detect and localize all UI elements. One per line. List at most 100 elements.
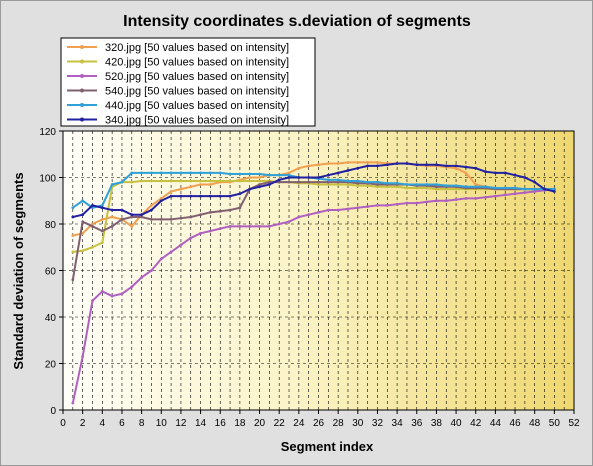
data-point	[218, 179, 222, 183]
series-layer	[71, 160, 556, 405]
data-point	[110, 224, 114, 228]
data-point	[120, 217, 124, 221]
data-point	[277, 178, 281, 182]
data-point	[435, 187, 438, 191]
data-point	[189, 185, 193, 189]
data-point	[385, 181, 389, 185]
data-point	[307, 180, 311, 184]
x-tick-label: 12	[175, 418, 187, 429]
data-point	[474, 185, 478, 189]
x-tick-label: 14	[195, 418, 207, 429]
data-point	[71, 206, 75, 210]
x-tick-label: 48	[529, 418, 541, 429]
data-point	[179, 171, 183, 175]
x-tick-label: 46	[509, 418, 521, 429]
data-point	[248, 179, 252, 183]
data-point	[209, 179, 212, 183]
legend-marker	[80, 74, 84, 78]
data-point	[209, 183, 212, 186]
x-tick-label: 2	[80, 418, 86, 429]
y-tick-label: 120	[39, 127, 56, 138]
data-point	[336, 180, 340, 184]
grid-layer	[63, 131, 574, 410]
x-tick-label: 20	[254, 418, 266, 429]
data-point	[258, 179, 261, 183]
data-point	[454, 166, 458, 170]
data-point	[130, 285, 134, 289]
data-point	[474, 166, 478, 170]
data-point	[110, 208, 114, 212]
data-point	[395, 162, 399, 165]
data-point	[415, 201, 419, 205]
data-point	[395, 185, 399, 189]
y-axis-label: Standard deviation of segments	[11, 172, 26, 369]
data-point	[474, 197, 478, 200]
data-point	[130, 215, 134, 219]
data-point	[287, 180, 291, 184]
data-point	[277, 180, 281, 184]
data-point	[425, 186, 428, 190]
data-point	[385, 204, 389, 207]
x-tick-label: 32	[372, 418, 384, 429]
data-point	[287, 220, 291, 224]
data-point	[307, 213, 311, 217]
data-point	[189, 179, 193, 183]
x-tick-label: 50	[549, 418, 561, 429]
data-point	[435, 185, 438, 189]
x-tick-label: 10	[156, 418, 168, 429]
data-point	[179, 216, 183, 220]
data-point	[287, 171, 291, 175]
data-point	[238, 224, 242, 228]
data-point	[159, 179, 163, 183]
data-point	[179, 194, 183, 198]
x-tick-label: 40	[451, 418, 463, 429]
data-point	[317, 163, 320, 167]
data-point	[248, 187, 252, 191]
data-point	[140, 213, 144, 217]
legend-label: 420.jpg [50 values based on intensity]	[105, 57, 289, 69]
data-point	[179, 187, 183, 191]
data-point	[552, 190, 556, 193]
data-point	[140, 171, 144, 175]
data-point	[218, 171, 222, 175]
plot-border	[62, 130, 575, 411]
data-point	[297, 176, 301, 179]
data-point	[385, 185, 389, 189]
data-point	[130, 224, 134, 228]
data-point	[493, 186, 497, 190]
x-tick-label: 44	[490, 418, 502, 429]
data-point	[150, 208, 153, 212]
data-point	[91, 245, 94, 249]
data-point	[218, 194, 222, 198]
data-point	[248, 176, 252, 179]
data-point	[228, 194, 232, 198]
data-point	[336, 183, 340, 186]
data-point	[493, 171, 497, 175]
data-point	[523, 191, 527, 195]
data-point	[169, 250, 173, 254]
data-point	[366, 164, 370, 168]
data-point	[425, 183, 428, 186]
legend-label: 320.jpg [50 values based on intensity]	[105, 42, 289, 54]
x-tick-label: 0	[60, 418, 66, 429]
data-point	[376, 183, 379, 186]
x-tick-label: 24	[293, 418, 305, 429]
data-point	[317, 210, 320, 214]
series-line-3	[71, 181, 555, 280]
data-point	[71, 215, 75, 219]
data-point	[199, 171, 202, 175]
data-point	[543, 187, 546, 191]
data-point	[258, 183, 261, 186]
data-point	[277, 173, 281, 177]
legend: 320.jpg [50 values based on intensity] 42…	[60, 37, 316, 127]
data-point	[100, 290, 104, 293]
data-point	[503, 171, 507, 175]
data-point	[464, 185, 468, 189]
series-line-2	[71, 188, 555, 404]
data-point	[346, 207, 350, 211]
data-point	[189, 236, 193, 240]
data-point	[415, 183, 419, 186]
data-point	[228, 208, 232, 212]
data-point	[81, 220, 85, 224]
data-point	[356, 206, 360, 210]
